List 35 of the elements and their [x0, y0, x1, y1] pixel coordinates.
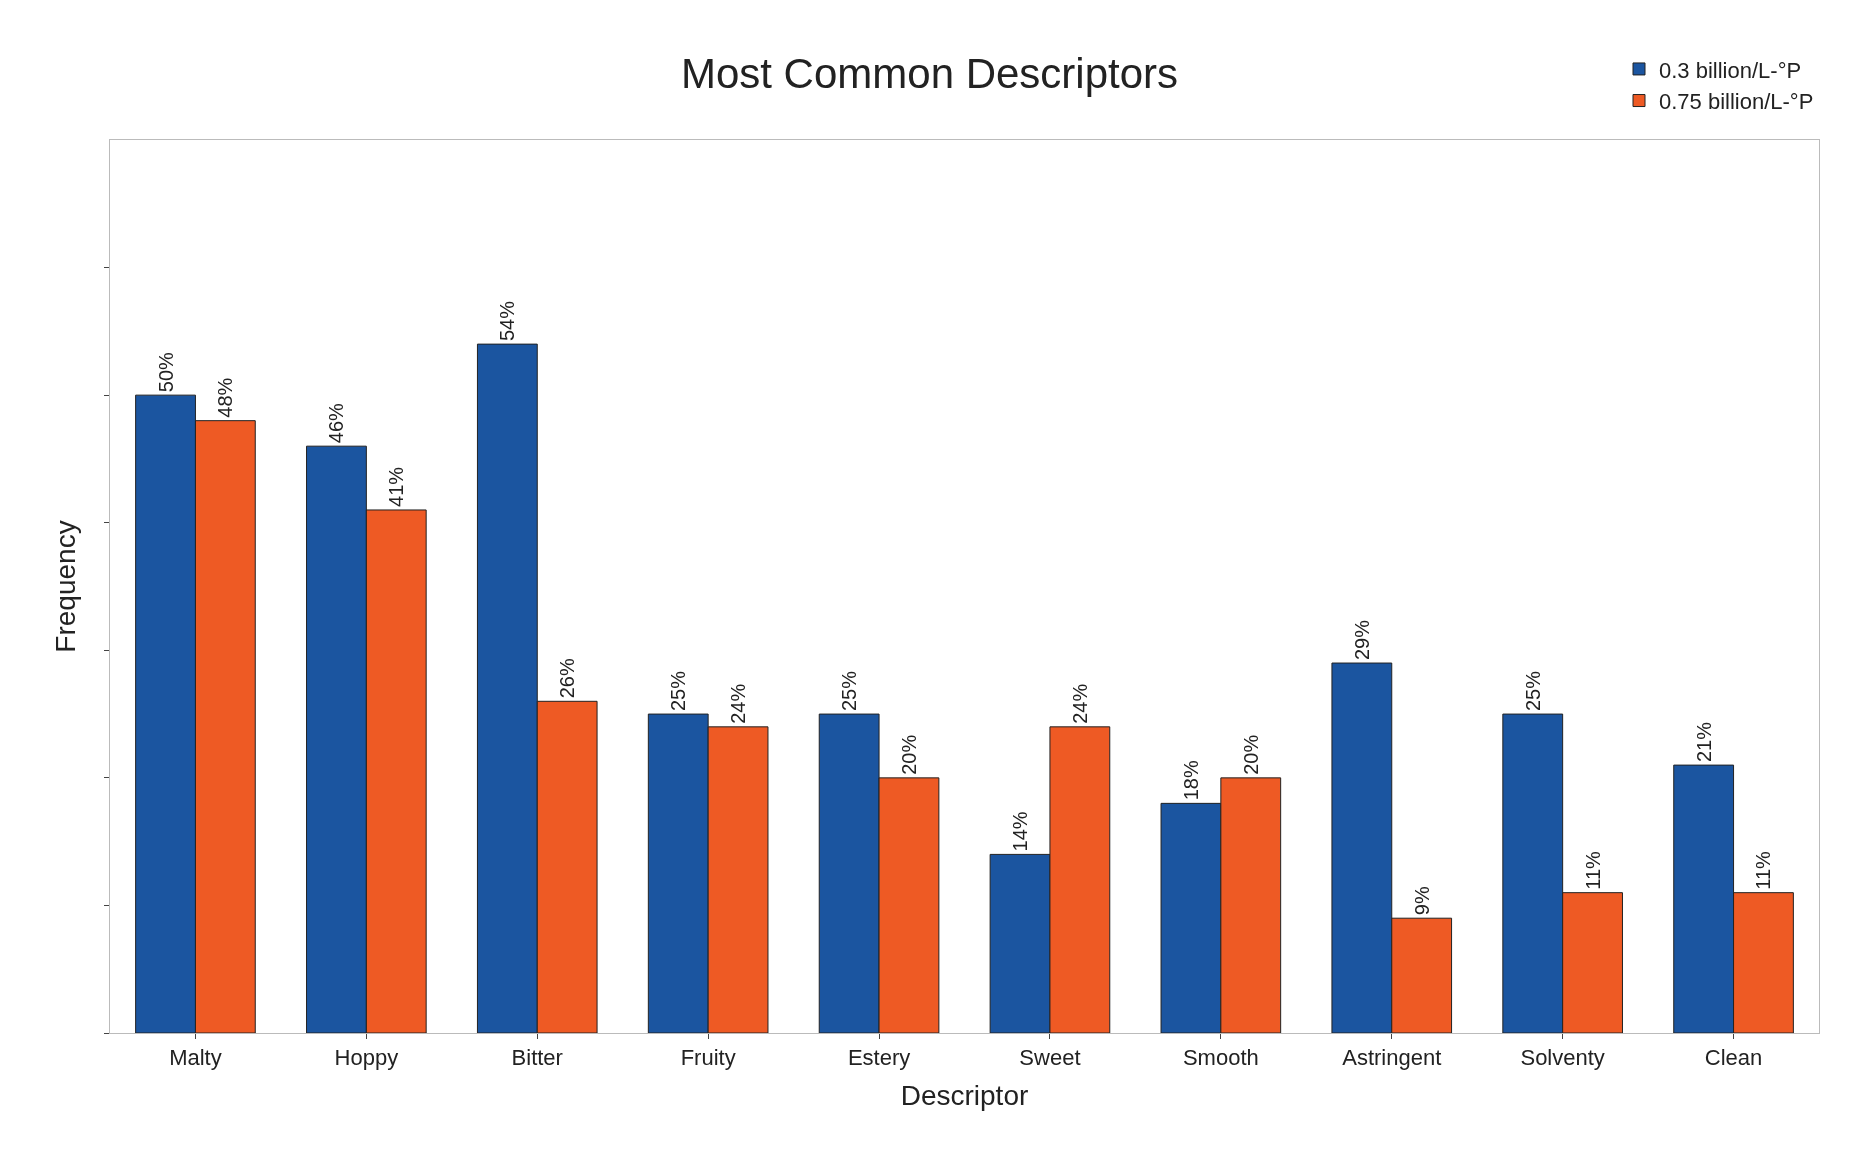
data-label: 46% [325, 402, 348, 444]
data-label: 14% [1009, 811, 1032, 852]
data-label: 21% [1692, 721, 1715, 763]
data-label: 25% [667, 670, 690, 712]
data-label: 29% [1350, 619, 1373, 661]
data-label: 11% [1752, 850, 1775, 890]
x-tick-label: Clean [1704, 1045, 1763, 1071]
data-label: 54% [496, 300, 519, 342]
data-label: 41% [385, 466, 408, 507]
data-label: 9% [1410, 886, 1433, 916]
x-tick-label: Hoppy [334, 1045, 399, 1071]
data-label: 24% [1068, 683, 1091, 724]
x-tick-label: Solventy [1520, 1045, 1605, 1071]
data-label: 26% [556, 658, 579, 699]
data-label: 11% [1581, 850, 1604, 890]
data-label: 50% [154, 351, 177, 393]
x-tick-label: Bitter [511, 1045, 563, 1071]
x-tick-label: Malty [169, 1045, 222, 1071]
chart-title: Most Common Descriptors [680, 49, 1179, 97]
x-axis-title: Descriptor [900, 1079, 1029, 1111]
x-tick-label: Estery [847, 1045, 911, 1071]
data-label: 20% [1239, 734, 1262, 775]
legend-label: 0.75 billion/L-°P [1659, 89, 1814, 115]
x-tick-label: Sweet [1019, 1045, 1081, 1071]
data-label: 18% [1179, 760, 1202, 801]
x-tick-label: Astringent [1342, 1045, 1442, 1071]
y-axis-title: Frequency [50, 520, 82, 653]
legend-label: 0.3 billion/L-°P [1659, 57, 1802, 83]
x-tick-label: Smooth [1182, 1045, 1259, 1071]
data-label: 48% [214, 377, 237, 418]
data-label: 20% [897, 734, 920, 775]
data-label: 25% [1521, 670, 1544, 712]
data-label: 25% [838, 670, 861, 712]
data-label: 24% [727, 683, 750, 724]
x-tick-label: Fruity [680, 1045, 736, 1071]
